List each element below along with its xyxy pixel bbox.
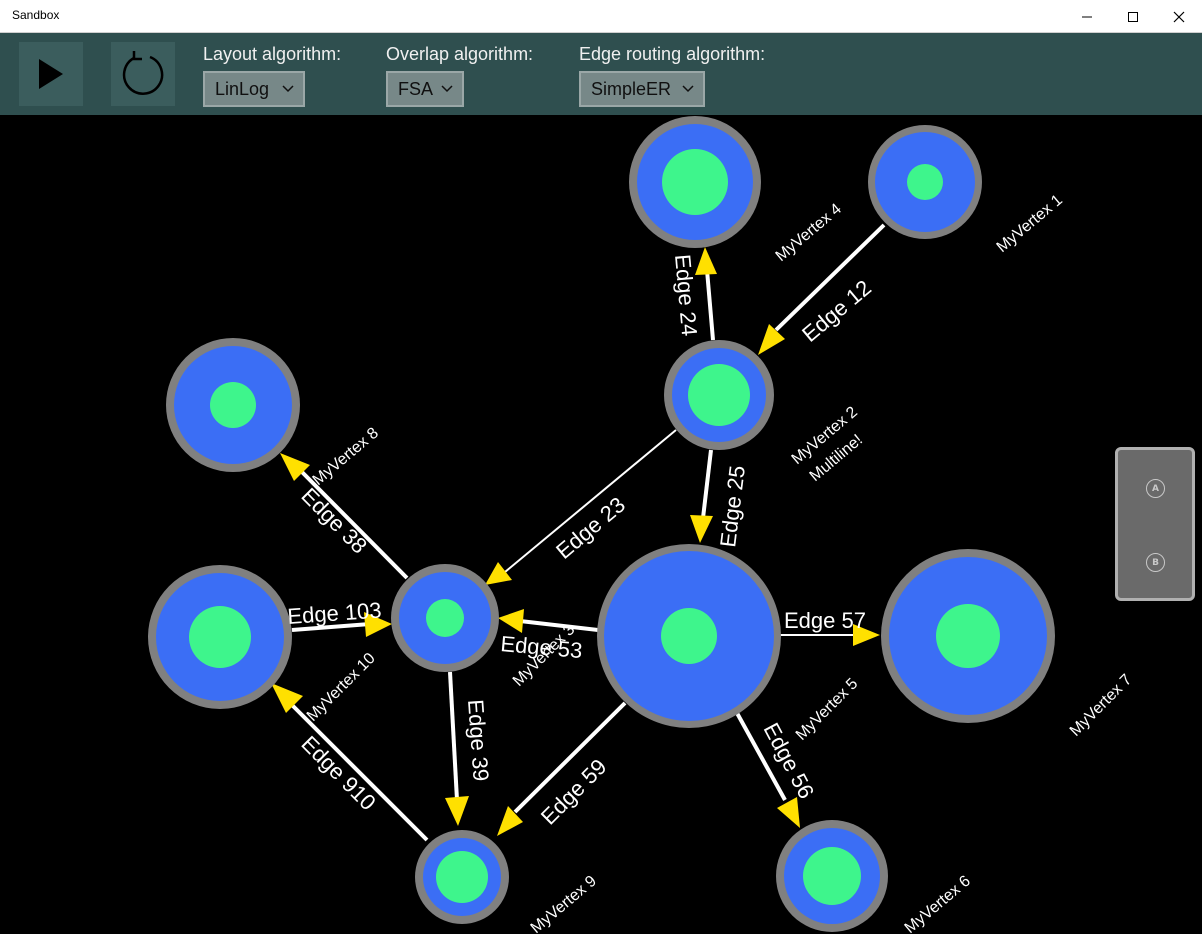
edge-56-arrowhead <box>777 797 800 828</box>
close-icon <box>1173 11 1185 22</box>
edge-24-line[interactable] <box>705 269 715 341</box>
edge-25-arrowhead <box>690 515 713 543</box>
refresh-icon <box>122 51 164 95</box>
layout-algorithm-select[interactable]: LinLog <box>203 71 305 107</box>
play-button[interactable] <box>19 42 83 106</box>
vertex-8-label: MyVertex 8 <box>310 425 382 490</box>
gamepad-overlay: A B <box>1115 447 1195 601</box>
close-button[interactable] <box>1156 0 1202 33</box>
edge-39-line[interactable] <box>448 671 459 801</box>
layout-algorithm-value: LinLog <box>215 78 270 99</box>
edge-23-label: Edge 23 <box>551 492 630 564</box>
overlap-algorithm-value: FSA <box>398 78 434 99</box>
overlap-algorithm-select[interactable]: FSA <box>386 71 464 107</box>
vertex-8[interactable] <box>166 338 300 472</box>
chevron-down-icon <box>682 85 694 93</box>
edge-routing-algorithm-select[interactable]: SimpleER <box>579 71 705 107</box>
edge-12-label: Edge 12 <box>797 275 876 347</box>
chevron-down-icon <box>441 85 453 93</box>
refresh-button[interactable] <box>111 42 175 106</box>
vertex-6[interactable] <box>776 820 888 932</box>
vertex-10[interactable] <box>148 565 292 709</box>
maximize-button[interactable] <box>1110 0 1156 33</box>
vertex-9-label: MyVertex 9 <box>528 873 600 934</box>
edge-routing-algorithm-value: SimpleER <box>591 78 672 99</box>
gamepad-b-button[interactable]: B <box>1146 553 1165 572</box>
overlap-algorithm-label: Overlap algorithm: <box>386 44 534 64</box>
graph-canvas[interactable]: MyVertex 4 MyVertex 1 MyVertex 2 Multili… <box>0 115 1202 934</box>
edge-59-label: Edge 59 <box>536 754 612 830</box>
vertex-5[interactable] <box>597 544 781 728</box>
edge-25-line[interactable] <box>701 449 713 519</box>
edge-103-arrowhead <box>364 612 392 637</box>
edge-38-line[interactable] <box>298 468 409 580</box>
edge-23-line[interactable] <box>504 429 677 573</box>
maximize-icon <box>1128 11 1138 22</box>
title-bar: Sandbox <box>0 0 1202 33</box>
vertex-9[interactable] <box>415 830 509 924</box>
edge-53-line[interactable] <box>519 619 599 632</box>
vertex-7-label: MyVertex 7 <box>1067 671 1136 740</box>
vertex-2[interactable] <box>664 340 774 450</box>
edge-24-arrowhead <box>695 247 717 275</box>
edge-910-arrowhead <box>271 683 303 713</box>
edge-59-line[interactable] <box>513 701 627 814</box>
edge-12-line[interactable] <box>774 223 886 332</box>
vertex-7[interactable] <box>881 549 1055 723</box>
window-title: Sandbox <box>12 8 60 22</box>
vertex-10-label: MyVertex 10 <box>304 650 379 725</box>
vertex-5-label: MyVertex 5 <box>793 675 862 744</box>
edge-23-arrowhead <box>485 562 512 585</box>
layout-algorithm-label: Layout algorithm: <box>203 44 342 64</box>
gamepad-a-button[interactable]: A <box>1146 479 1165 498</box>
vertex-4-label: MyVertex 4 <box>773 201 845 266</box>
edge-57-arrowhead <box>853 624 880 646</box>
edge-56-line[interactable] <box>735 712 787 801</box>
edge-routing-algorithm-label: Edge routing algorithm: <box>579 44 766 64</box>
toolbar: Layout algorithm: LinLog Overlap algorit… <box>0 33 1202 115</box>
edge-24-label: Edge 24 <box>670 253 702 337</box>
edge-39-arrowhead <box>445 796 469 826</box>
minimize-icon <box>1082 16 1092 17</box>
vertex-1-label: MyVertex 1 <box>994 192 1066 257</box>
vertex-4[interactable] <box>629 116 761 248</box>
edge-12-arrowhead <box>758 324 785 355</box>
edge-910-line[interactable] <box>288 701 429 842</box>
edge-38-label: Edge 38 <box>296 483 372 559</box>
vertex-3[interactable] <box>391 564 499 672</box>
edge-59-arrowhead <box>497 806 523 836</box>
chevron-down-icon <box>282 85 294 93</box>
edge-39-label: Edge 39 <box>463 699 494 783</box>
edge-910-label: Edge 910 <box>296 731 380 815</box>
edge-57-label: Edge 57 <box>784 608 866 633</box>
vertex-6-label: MyVertex 6 <box>902 873 974 934</box>
edge-25-label: Edge 25 <box>715 464 750 548</box>
vertex-1[interactable] <box>868 125 982 239</box>
edge-103-line[interactable] <box>291 622 371 632</box>
play-icon <box>39 59 63 89</box>
edge-38-arrowhead <box>280 453 310 481</box>
minimize-button[interactable] <box>1064 0 1110 33</box>
edge-53-arrowhead <box>498 609 524 633</box>
